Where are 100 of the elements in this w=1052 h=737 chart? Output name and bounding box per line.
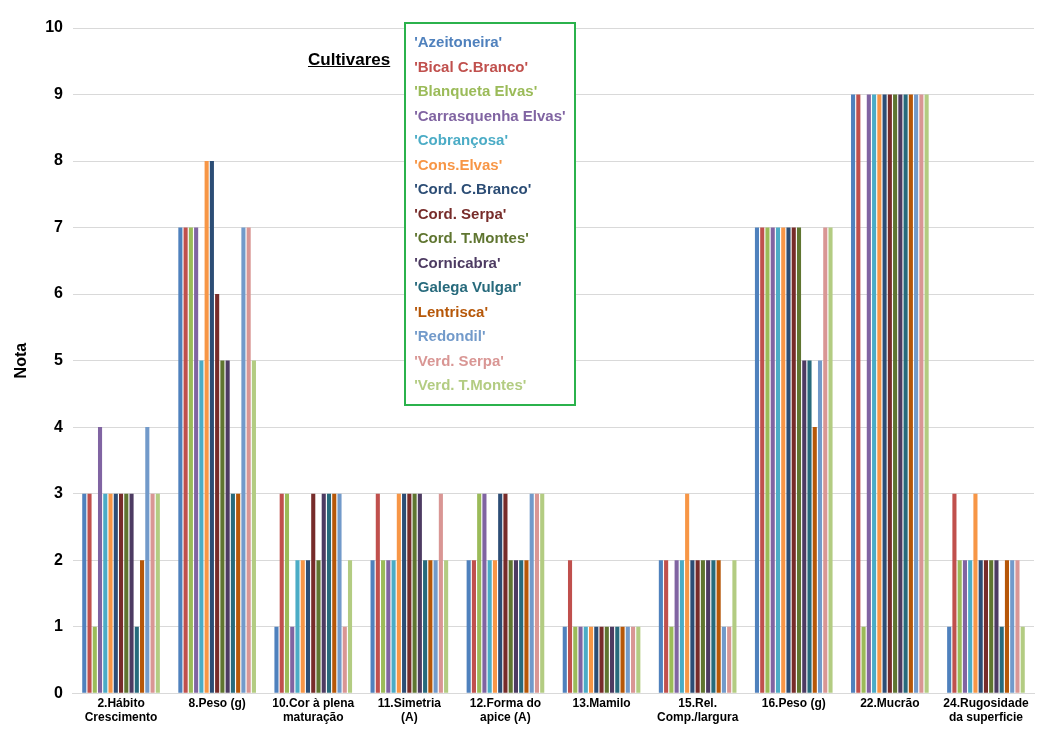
bar (866, 94, 871, 693)
x-tick-label: 24.Rugosidade da superficie (943, 695, 1029, 725)
bar (658, 560, 663, 693)
bar (300, 560, 305, 693)
bar (583, 626, 588, 693)
bar (610, 626, 615, 693)
bar (428, 560, 433, 693)
bar (251, 360, 256, 693)
bar (241, 227, 246, 693)
bar (215, 294, 220, 693)
bar (770, 227, 775, 693)
bar (194, 227, 199, 693)
x-tick-label: 2.Hábito Crescimento (84, 695, 158, 725)
bar (134, 626, 139, 693)
bar (508, 560, 513, 693)
text: 'Redondil' (414, 326, 487, 346)
bar (599, 626, 604, 693)
bar (796, 227, 802, 693)
bar (492, 560, 497, 693)
bar (370, 560, 375, 693)
bar (82, 493, 87, 693)
bar (402, 493, 407, 693)
bar (150, 493, 155, 693)
bar (438, 493, 443, 693)
bar (347, 560, 353, 693)
bar (721, 626, 726, 693)
bar (695, 560, 700, 693)
bar (664, 560, 669, 693)
bar (534, 493, 540, 693)
bar (685, 493, 690, 693)
bar (760, 227, 765, 693)
bar (754, 227, 760, 693)
bar (588, 626, 594, 693)
x-tick-label: 15.Rel. Comp./largura (656, 695, 739, 725)
text: 'Carrasquenha Elvas' (414, 105, 566, 126)
bar (604, 626, 609, 693)
bar (947, 626, 952, 693)
bar (919, 94, 924, 693)
bar (529, 493, 534, 693)
bar (412, 493, 417, 693)
bar (898, 94, 903, 693)
bar (284, 493, 290, 693)
y-tick-label: 2 (54, 550, 64, 568)
bar (524, 560, 529, 693)
text: 'Cornicabra' (414, 252, 502, 273)
bar (1010, 560, 1015, 693)
y-tick-label: 4 (54, 417, 64, 435)
bar (882, 94, 887, 693)
y-tick-label: 5 (54, 351, 64, 369)
bar (129, 493, 134, 693)
bar (594, 626, 599, 693)
y-tick-label: 3 (54, 484, 64, 502)
y-tick-label: 9 (54, 84, 64, 102)
bar (321, 493, 326, 693)
legend-title: Cultivares (308, 50, 391, 70)
bar (391, 560, 396, 693)
bar (823, 227, 828, 693)
x-tick-label: 22.Mucrão (860, 695, 920, 710)
bar (765, 227, 770, 693)
bar (274, 626, 279, 693)
x-tick-label: 11.Simetria (A) (377, 695, 442, 725)
y-tick-label: 6 (54, 284, 64, 302)
bar (519, 560, 524, 693)
bar (140, 560, 145, 693)
bar (989, 560, 994, 693)
bar (978, 560, 983, 693)
bar (540, 493, 545, 693)
bar (856, 94, 861, 693)
bar (103, 493, 108, 693)
text: 'Cord. C.Branco' (414, 179, 533, 199)
bar (690, 560, 695, 693)
text: 'Cons.Elvas' (414, 154, 504, 175)
bar (295, 560, 300, 693)
bar (775, 227, 781, 693)
bar (407, 493, 412, 693)
bar (199, 360, 204, 693)
bar (679, 560, 684, 693)
bar (332, 493, 337, 693)
bar (802, 360, 807, 693)
bar (983, 560, 988, 693)
bar (999, 626, 1004, 693)
text: 'Azeitoneira' (414, 32, 504, 52)
x-tick-label: 10.Cor à plena maturação (272, 695, 355, 725)
bar (396, 493, 401, 693)
bar (316, 560, 321, 693)
bar (433, 560, 438, 693)
bar (877, 94, 882, 693)
bar (674, 560, 679, 693)
y-tick-label: 1 (54, 617, 64, 635)
bar (711, 560, 716, 693)
bar (466, 560, 471, 693)
bar (423, 560, 428, 693)
text: 'Lentrisca' (414, 301, 490, 322)
bar (87, 493, 92, 693)
bar (290, 626, 295, 693)
bar (781, 227, 786, 693)
bar (477, 493, 482, 693)
bar (487, 560, 492, 693)
bar (92, 626, 97, 693)
bar (279, 493, 284, 693)
